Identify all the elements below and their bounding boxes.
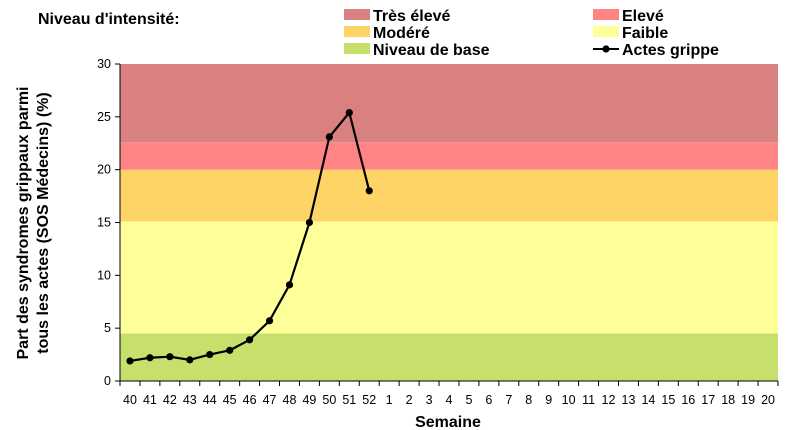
x-tick-label-9: 49 xyxy=(302,393,316,407)
x-tick-label-3: 43 xyxy=(183,393,197,407)
data-point-0-3 xyxy=(186,356,194,364)
band-2 xyxy=(120,169,778,222)
x-tick-label-17: 5 xyxy=(465,393,472,407)
x-tick-label-4: 44 xyxy=(203,393,217,407)
x-tick-label-7: 47 xyxy=(263,393,277,407)
data-point-0-1 xyxy=(146,354,154,362)
legend-swatch-1 xyxy=(593,9,619,20)
data-point-0-12 xyxy=(365,187,373,195)
x-tick-label-0: 40 xyxy=(123,393,137,407)
x-tick-label-25: 13 xyxy=(622,393,636,407)
y-tick-label-5: 25 xyxy=(97,110,111,124)
data-point-0-8 xyxy=(285,281,294,289)
x-tick-label-11: 51 xyxy=(342,393,356,407)
legend-label-5: Actes grippe xyxy=(622,42,719,59)
band-4 xyxy=(120,64,778,143)
x-tick-label-24: 12 xyxy=(602,393,616,407)
y-tick-label-6: 30 xyxy=(97,57,111,71)
x-tick-label-2: 42 xyxy=(163,393,177,407)
data-point-0-9 xyxy=(305,218,314,227)
legend-swatch-3 xyxy=(593,26,619,37)
x-axis-title: Semaine xyxy=(415,414,481,430)
data-point-0-0 xyxy=(126,357,134,365)
x-tick-label-13: 1 xyxy=(386,393,393,407)
band-3 xyxy=(120,142,778,170)
x-tick-label-5: 45 xyxy=(223,393,237,407)
y-axis-title-line-2: tous les actes (SOS Médecins) (%) xyxy=(35,92,52,353)
legend-swatch-4 xyxy=(344,43,370,54)
intensity-bands xyxy=(120,64,778,381)
data-point-0-2 xyxy=(166,353,174,361)
legend-label-2: Modéré xyxy=(373,25,430,42)
data-point-0-10 xyxy=(325,133,333,141)
x-tick-label-27: 15 xyxy=(661,393,675,407)
x-tick-label-1: 41 xyxy=(143,393,157,407)
legend-swatch-0 xyxy=(344,9,370,20)
legend-label-3: Faible xyxy=(622,25,668,42)
legend-title: Niveau d'intensité: xyxy=(38,11,180,28)
legend-label-0: Très élevé xyxy=(373,8,451,25)
x-tick-label-32: 20 xyxy=(761,393,775,407)
x-tick-label-12: 52 xyxy=(362,393,376,407)
legend: Niveau d'intensité: Très élevé Elevé Modér… xyxy=(38,8,719,59)
x-tick-label-29: 17 xyxy=(701,393,715,407)
x-tick-label-31: 19 xyxy=(741,393,755,407)
legend-label-1: Elevé xyxy=(622,8,664,25)
x-tick-label-19: 7 xyxy=(505,393,512,407)
y-tick-label-3: 15 xyxy=(97,216,111,230)
data-point-0-5 xyxy=(226,346,234,354)
x-tick-label-22: 10 xyxy=(562,393,576,407)
legend-marker-5 xyxy=(602,45,610,53)
x-tick-label-21: 9 xyxy=(545,393,552,407)
x-tick-label-20: 8 xyxy=(525,393,532,407)
y-axis-title-line-1: Part des syndromes grippaux parmi xyxy=(15,87,32,360)
y-tick-label-4: 20 xyxy=(97,163,111,177)
y-tick-label-1: 5 xyxy=(104,321,111,335)
series-layer xyxy=(126,109,373,365)
x-tick-label-26: 14 xyxy=(641,393,655,407)
band-0 xyxy=(120,333,778,381)
data-point-0-11 xyxy=(345,109,353,117)
legend-swatch-2 xyxy=(344,26,370,37)
legend-label-4: Niveau de base xyxy=(373,42,490,59)
x-tick-label-15: 3 xyxy=(426,393,433,407)
y-tick-label-2: 10 xyxy=(97,268,111,282)
x-tick-label-8: 48 xyxy=(283,393,297,407)
data-point-0-4 xyxy=(206,350,214,359)
x-tick-label-16: 4 xyxy=(446,393,453,407)
data-point-0-6 xyxy=(246,336,254,344)
x-tick-label-30: 18 xyxy=(721,393,735,407)
x-tick-label-6: 46 xyxy=(243,393,257,407)
x-tick-label-18: 6 xyxy=(485,393,492,407)
x-tick-label-14: 2 xyxy=(406,393,413,407)
data-point-0-7 xyxy=(265,317,274,325)
x-tick-label-10: 50 xyxy=(322,393,336,407)
y-tick-label-0: 0 xyxy=(104,374,111,388)
x-tick-label-23: 11 xyxy=(582,393,595,407)
band-1 xyxy=(120,221,778,334)
x-tick-label-28: 16 xyxy=(681,393,695,407)
